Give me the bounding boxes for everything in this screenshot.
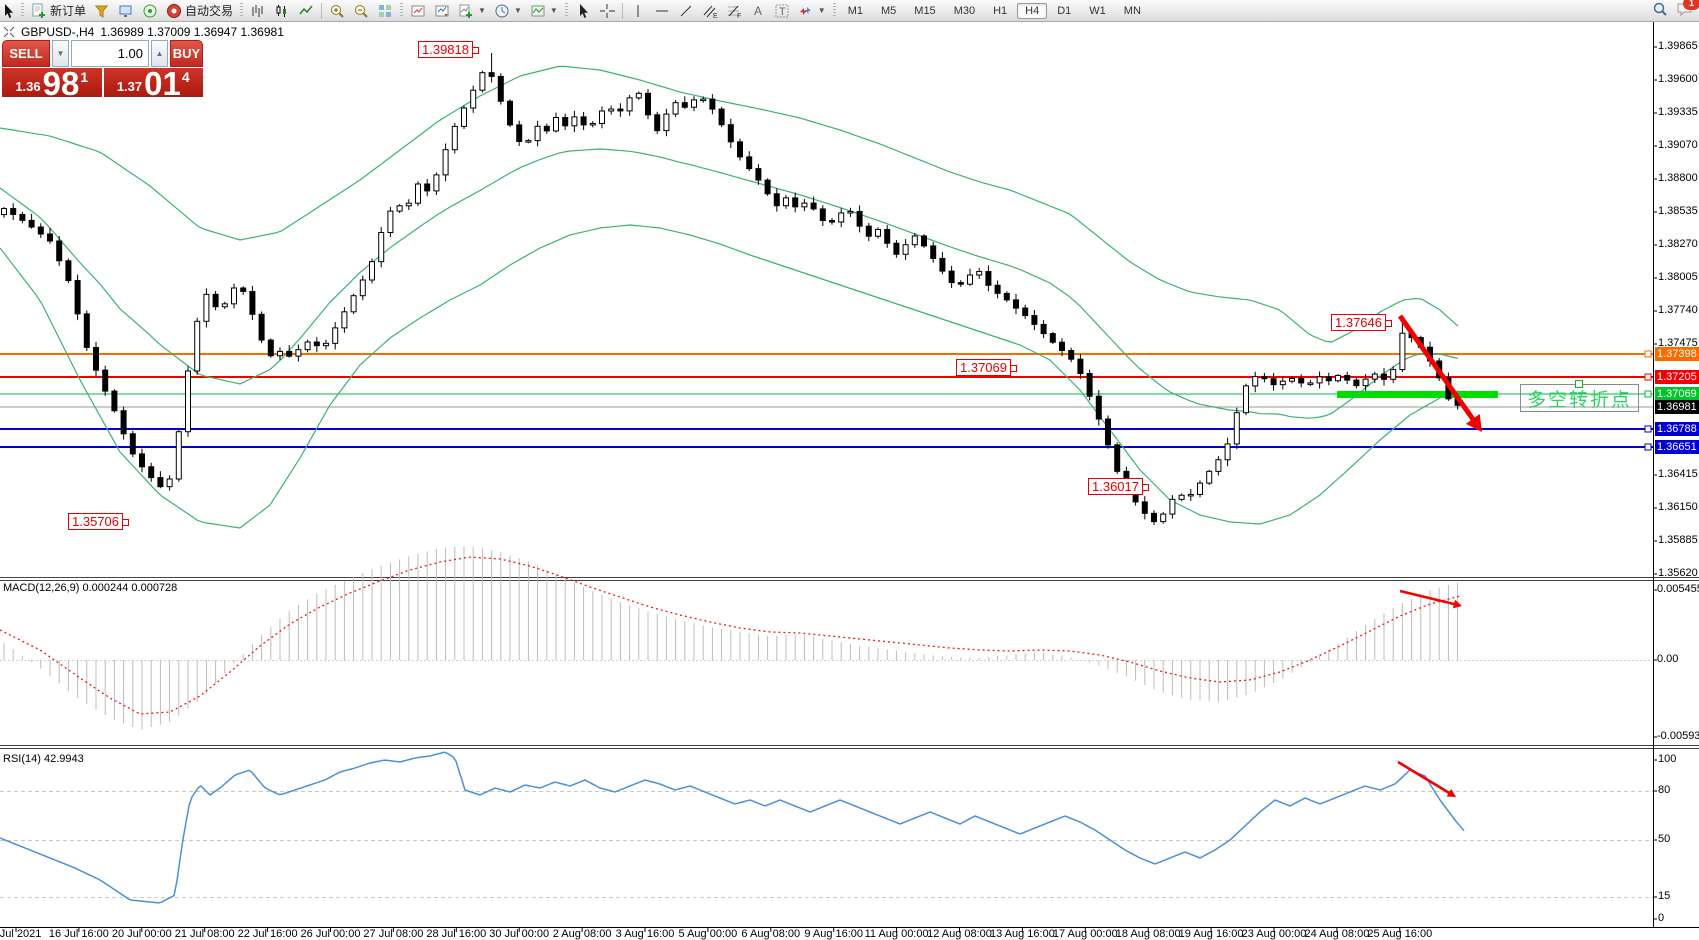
trendline-tool-icon[interactable] [674, 1, 698, 20]
green-bar-layer [1337, 391, 1498, 398]
main-toolbar: 新订单 自动交易 ▼ [0, 0, 1699, 22]
buy-button[interactable]: BUY [170, 40, 203, 67]
toolbar-grip[interactable] [832, 3, 836, 18]
volume-increase-button[interactable]: ▲ [151, 40, 168, 67]
toolbar-grip[interactable] [240, 3, 244, 18]
crosshair-tool-icon[interactable] [595, 1, 619, 20]
chevron-down-icon: ▼ [817, 6, 826, 15]
timeframe-m15[interactable]: M15 [914, 4, 936, 17]
vertical-line-tool-icon[interactable] [626, 1, 650, 20]
toolbar-grip[interactable] [21, 3, 24, 18]
timeframe-m5[interactable]: M5 [881, 4, 897, 17]
sell-price-prefix: 1.36 [15, 79, 41, 94]
macd-layer [0, 546, 1653, 730]
candles-layer [1, 53, 1461, 525]
template-button[interactable]: ▼ [526, 1, 562, 20]
chart-shift-icon[interactable] [406, 1, 430, 20]
sell-price-big: 98 [42, 65, 80, 102]
auto-trading-label: 自动交易 [185, 4, 234, 18]
svg-text:F: F [737, 13, 741, 19]
notifications-button[interactable]: 1 [1676, 0, 1699, 20]
add-indicator-button[interactable]: ▼ [454, 1, 490, 20]
scale-ticks-layer [15, 46, 1657, 932]
rsi-indicator-label: RSI(14) 42.9943 [3, 753, 84, 765]
bar-chart-icon[interactable] [246, 1, 270, 20]
timeframe-w1[interactable]: W1 [1089, 4, 1106, 17]
svg-text:A: A [754, 4, 762, 18]
price-label-137069[interactable]: 1.37069 [956, 359, 1017, 376]
chevron-down-icon: ▼ [478, 6, 486, 15]
channel-tool-icon[interactable]: E [698, 1, 722, 20]
notification-badge: 1 [1683, 0, 1699, 10]
zoom-in-icon[interactable] [325, 1, 349, 20]
sell-price-display[interactable]: 1.36 98 1 [2, 65, 102, 102]
ohlc-values: 1.36989 1.37009 1.36947 1.36981 [100, 25, 284, 39]
timeframe-group: M1 M5 M15 M30 H1 H4 D1 W1 MN [839, 2, 1150, 19]
timeframe-m30[interactable]: M30 [953, 4, 976, 17]
arrows-tool-button[interactable]: ▼ [794, 1, 830, 20]
new-order-button[interactable]: 新订单 [27, 1, 90, 20]
toolbar-grip[interactable] [564, 3, 568, 18]
clock-icon [495, 4, 509, 17]
svg-text:E: E [713, 13, 718, 19]
horizontal-line-tool-icon[interactable] [650, 1, 674, 20]
buy-price-big: 01 [144, 65, 181, 102]
price-label-135706[interactable]: 1.35706 [68, 513, 129, 530]
timeframe-mn[interactable]: MN [1123, 4, 1141, 17]
timeframe-h4[interactable]: H4 [1017, 2, 1048, 19]
arrows-tool-icon [799, 6, 811, 15]
timeframe-h1[interactable]: H1 [993, 4, 1008, 17]
chevron-down-icon: ▼ [513, 6, 522, 15]
new-order-label: 新订单 [50, 4, 87, 18]
cursor-stub-icon[interactable] [0, 1, 18, 20]
auto-trading-icon [167, 3, 182, 18]
macd-indicator-label: MACD(12,26,9) 0.000244 0.000728 [3, 582, 178, 594]
new-order-icon [32, 3, 45, 18]
radar-icon[interactable] [138, 1, 162, 20]
price-label-136017[interactable]: 1.36017 [1088, 478, 1149, 495]
monitor-icon[interactable] [114, 1, 138, 20]
volume-decrease-button[interactable]: ▼ [52, 40, 69, 67]
fibonacci-tool-icon[interactable]: F [722, 1, 746, 20]
pivot-annotation-text[interactable]: 多空转折点 [1520, 384, 1639, 412]
chevron-down-icon: ▼ [549, 6, 558, 15]
tile-windows-icon[interactable] [373, 1, 397, 20]
arrows-layer [1397, 314, 1482, 797]
axes-layer [0, 22, 1699, 928]
line-chart-icon[interactable] [294, 1, 318, 20]
period-button[interactable]: ▼ [490, 1, 526, 20]
cursor-tool-icon[interactable] [571, 1, 595, 20]
annotation-selection-handle[interactable] [1574, 380, 1583, 388]
price-label-137646[interactable]: 1.37646 [1331, 314, 1392, 331]
timeframe-m1[interactable]: M1 [847, 4, 863, 17]
symbol-period: GBPUSD-,H4 [21, 25, 95, 39]
add-indicator-icon [459, 4, 473, 18]
text-label-tool-icon[interactable]: T [770, 1, 794, 20]
auto-trading-button[interactable]: 自动交易 [162, 1, 237, 20]
buy-price-display[interactable]: 1.37 01 4 [103, 65, 203, 102]
svg-text:T: T [779, 6, 786, 18]
template-icon [531, 5, 545, 16]
bollinger-layer [0, 65, 1459, 529]
sell-price-pip: 1 [80, 69, 89, 85]
funnel-icon[interactable] [90, 1, 114, 20]
timeframe-d1[interactable]: D1 [1057, 4, 1072, 17]
buy-price-prefix: 1.37 [116, 79, 143, 94]
toolbar-grip[interactable] [400, 3, 404, 18]
green-pivot-bar [1337, 391, 1498, 398]
chart-window-icon [3, 26, 15, 38]
zoom-out-icon[interactable] [349, 1, 373, 20]
buy-price-pip: 4 [181, 69, 190, 85]
rsi-layer [0, 751, 1653, 904]
candlestick-chart-icon[interactable] [270, 1, 294, 20]
text-tool-icon[interactable]: A [746, 1, 770, 20]
chart-autoscroll-icon[interactable] [430, 1, 454, 20]
price-label-139818[interactable]: 1.39818 [418, 41, 479, 58]
chart-title-bar: GBPUSD-,H4 1.36989 1.37009 1.36947 1.369… [3, 25, 284, 39]
sell-button[interactable]: SELL [2, 40, 50, 67]
volume-input[interactable] [71, 40, 149, 67]
search-icon[interactable] [1652, 1, 1668, 20]
